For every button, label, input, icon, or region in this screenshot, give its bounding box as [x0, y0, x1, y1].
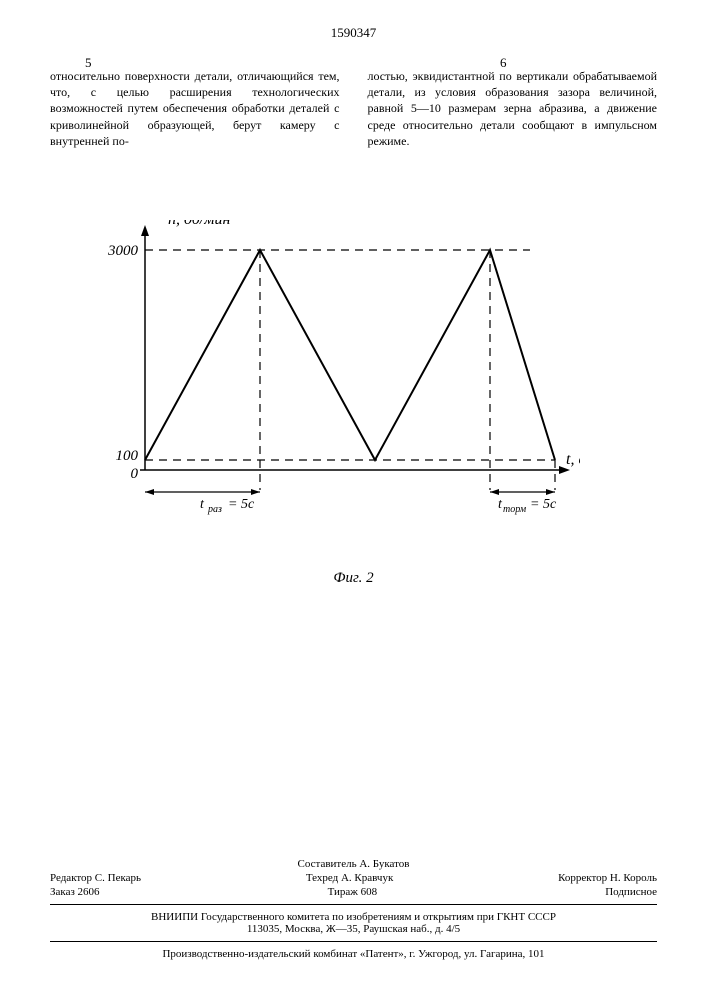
footer-corrector: Корректор Н. Король [558, 872, 657, 884]
footer-editor: Редактор С. Пекарь [50, 872, 141, 884]
svg-text:раз: раз [207, 504, 222, 515]
svg-text:торм: торм [503, 504, 527, 515]
svg-text:t, c: t, c [566, 451, 580, 468]
svg-text:= 5с: = 5с [530, 497, 557, 512]
footer-addr1: 113035, Москва, Ж—35, Раушская наб., д. … [50, 923, 657, 935]
right-column: лостью, эквидистантной по вертикали обра… [368, 68, 658, 149]
body-columns: относительно поверхности детали, отличаю… [50, 68, 657, 149]
figure-2: n, об/мин 3000 100 0 t, c t раз = 5с t т… [100, 220, 580, 570]
svg-text:= 5с: = 5с [228, 497, 255, 512]
svg-text:3000: 3000 [107, 243, 139, 259]
left-column: относительно поверхности детали, отличаю… [50, 68, 340, 149]
svg-text:t: t [200, 497, 205, 512]
footer-tech: Техред А. Кравчук [306, 872, 393, 884]
footer-org2: Производственно-издательский комбинат «П… [50, 948, 657, 960]
footer-compiler: Составитель А. Букатов [50, 858, 657, 870]
svg-text:100: 100 [116, 448, 139, 464]
footer-block: Составитель А. Букатов Редактор С. Пекар… [50, 858, 657, 960]
chart-svg: n, об/мин 3000 100 0 t, c t раз = 5с t т… [100, 220, 580, 540]
footer-org1: ВНИИПИ Государственного комитета по изоб… [50, 911, 657, 923]
figure-caption: Фиг. 2 [333, 570, 373, 587]
footer-subscription: Подписное [605, 886, 657, 898]
footer-order: Заказ 2606 [50, 886, 100, 898]
footer-tirazh: Тираж 608 [328, 886, 378, 898]
svg-text:n, об/мин: n, об/мин [168, 220, 230, 228]
svg-text:0: 0 [131, 466, 139, 482]
doc-number: 1590347 [331, 25, 377, 41]
